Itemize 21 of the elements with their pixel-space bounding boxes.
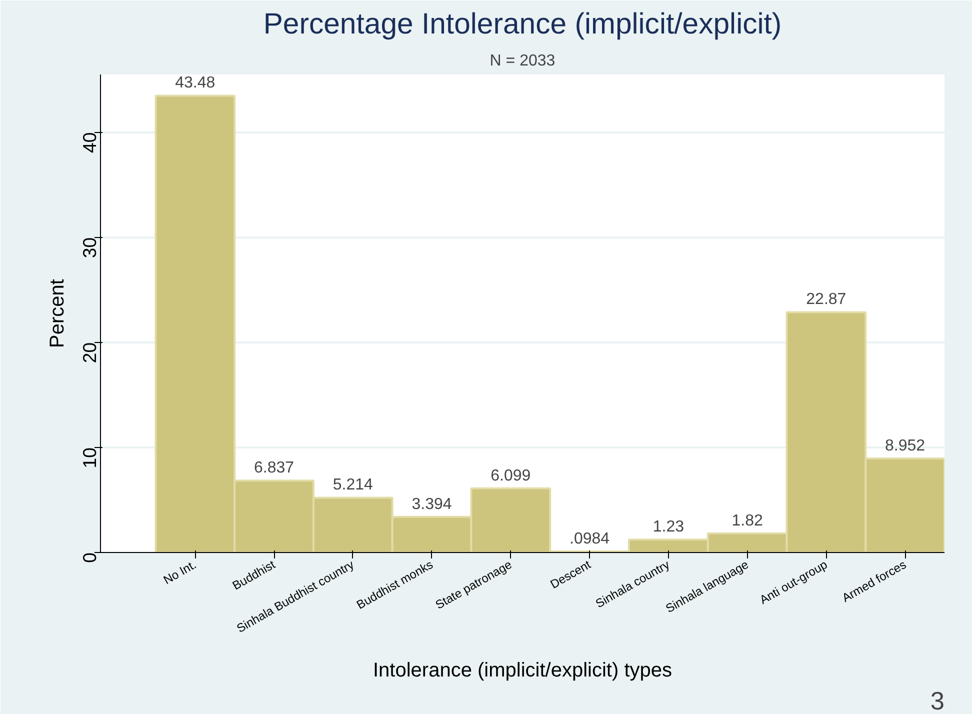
data-label: 1.23	[652, 518, 684, 536]
data-label: .0984	[570, 530, 610, 548]
y-tick-label: 10	[79, 447, 100, 468]
data-label: 43.48	[175, 74, 216, 92]
text: 3	[930, 688, 945, 714]
chart-subtitle: N = 2033	[490, 52, 556, 70]
data-label: 6.837	[254, 460, 294, 477]
data-label: 5.214	[332, 476, 374, 494]
x-tick-label: No Int.	[161, 557, 199, 588]
data-label: 3.394	[412, 496, 452, 513]
y-tick-label: 20	[79, 342, 100, 364]
data-label: 1.82	[732, 512, 763, 530]
y-tick-label: 30	[79, 237, 100, 258]
y-axis-title: Percent	[46, 278, 68, 348]
data-label: 8.952	[885, 437, 926, 454]
y-tick-label: 0	[79, 552, 100, 563]
data-label: 22.87	[806, 291, 846, 308]
chart-title: Percentage Intolerance (implicit/explicit)	[263, 8, 782, 40]
y-tick-label: 40	[79, 132, 100, 154]
data-label: 6.099	[490, 467, 531, 484]
x-axis-title: Intolerance (implicit/explicit) types	[373, 660, 672, 682]
